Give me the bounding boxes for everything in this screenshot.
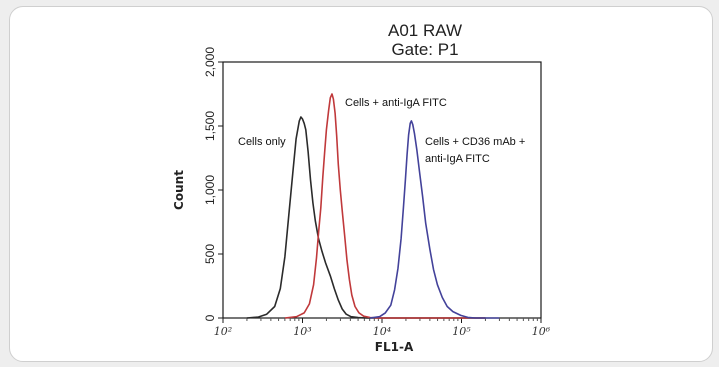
x-tick-label: 10⁴ xyxy=(373,325,391,338)
x-axis-ticks: 10² 10³ 10⁴ 10⁵ 10⁶ xyxy=(214,318,551,338)
figure-panel xyxy=(9,6,713,362)
chart-title: A01 RAW xyxy=(388,21,462,40)
series-layer xyxy=(246,93,500,319)
annotation-cd36-line2: anti-IgA FITC xyxy=(425,153,490,165)
x-tick-label: 10³ xyxy=(293,325,311,338)
series-line-2 xyxy=(284,93,486,319)
annotation-cells-only: Cells only xyxy=(238,136,286,148)
x-tick-label: 10⁵ xyxy=(452,325,471,338)
series-line-3 xyxy=(369,120,500,319)
y-axis-ticks: 0 500 1,000 1,500 2,000 xyxy=(203,47,223,321)
annotation-anti-iga: Cells + anti-IgA FITC xyxy=(345,97,447,109)
y-tick-label: 2,000 xyxy=(203,47,217,77)
y-axis-label: Count xyxy=(172,170,186,210)
y-tick-label: 500 xyxy=(203,244,217,264)
y-tick-label: 1,000 xyxy=(203,175,217,205)
x-tick-label: 10⁶ xyxy=(532,325,551,338)
annotation-cd36-line1: Cells + CD36 mAb + xyxy=(425,136,525,148)
series-line-1 xyxy=(246,116,486,319)
y-tick-label: 0 xyxy=(203,314,217,321)
y-tick-label: 1,500 xyxy=(203,111,217,141)
x-tick-label: 10² xyxy=(214,325,232,338)
chart-subtitle: Gate: P1 xyxy=(391,40,458,59)
x-axis-label: FL1-A xyxy=(375,340,414,354)
